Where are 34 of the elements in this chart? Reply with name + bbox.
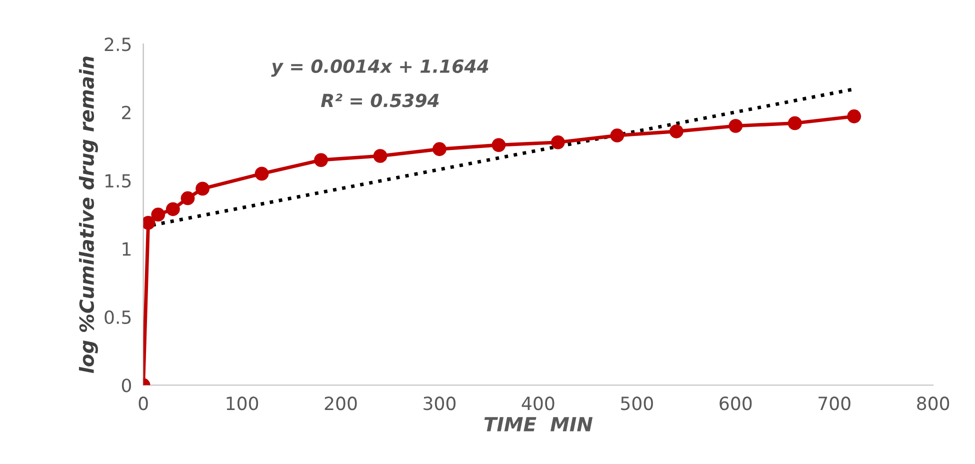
point xyxy=(551,135,565,150)
point xyxy=(373,148,388,163)
x-tick-label: 100 xyxy=(226,396,258,410)
x-tick-label: 300 xyxy=(424,396,456,410)
point xyxy=(432,142,446,156)
point xyxy=(788,116,802,130)
point xyxy=(610,128,624,142)
x-axis-title: TIME MIN xyxy=(484,417,593,432)
point xyxy=(728,118,743,133)
x-tick-label: 600 xyxy=(720,396,752,410)
point xyxy=(254,166,269,181)
x-tick-label: 500 xyxy=(621,396,653,410)
point xyxy=(151,208,166,222)
y-tick-label: 0.5 xyxy=(104,310,131,324)
x-tick-label: 0 xyxy=(138,396,148,410)
point xyxy=(847,109,862,124)
y-tick-label: 2 xyxy=(122,106,130,120)
x-tick-label: 800 xyxy=(917,396,950,410)
point xyxy=(669,124,684,138)
point xyxy=(196,182,210,196)
point xyxy=(314,153,328,167)
point xyxy=(492,138,506,152)
y-tick-label: 2.5 xyxy=(104,38,131,52)
point xyxy=(166,202,180,216)
annotation: y = 0.0014x + 1.1644 xyxy=(271,59,488,77)
x-tick-label: 400 xyxy=(522,396,554,410)
x-tick-label: 700 xyxy=(818,396,850,410)
annotation: R² = 0.5394 xyxy=(321,94,439,108)
x-tick-label: 200 xyxy=(324,396,357,410)
y-tick-label: 0 xyxy=(122,378,132,392)
y-tick-label: 1 xyxy=(122,242,131,256)
y-tick-label: 1.5 xyxy=(105,174,131,188)
point xyxy=(180,191,195,206)
y-axis-title: log %Cumilative drug remain xyxy=(78,56,98,374)
